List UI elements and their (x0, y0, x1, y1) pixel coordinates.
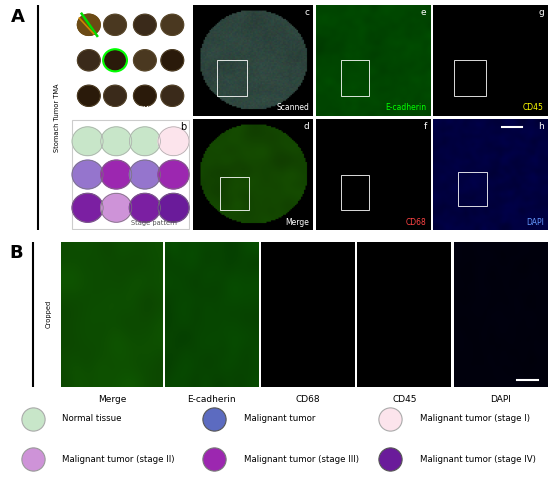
Text: Merge: Merge (98, 395, 126, 405)
Circle shape (104, 14, 126, 35)
Text: b: b (180, 122, 186, 133)
Circle shape (72, 194, 103, 222)
Circle shape (101, 194, 132, 222)
Bar (341, 175, 370, 210)
Point (28, 415, 37, 423)
Text: Cropped: Cropped (46, 300, 52, 329)
Text: CD68: CD68 (406, 218, 427, 227)
Text: a: a (180, 8, 186, 18)
Circle shape (129, 160, 161, 189)
Circle shape (78, 14, 100, 35)
Circle shape (72, 127, 103, 156)
Text: f: f (424, 122, 427, 132)
Circle shape (101, 160, 132, 189)
Text: CD68: CD68 (296, 395, 320, 405)
Circle shape (78, 50, 100, 71)
Circle shape (134, 14, 156, 35)
Text: CD45: CD45 (392, 395, 416, 405)
Circle shape (104, 85, 126, 106)
Bar (454, 60, 486, 96)
Circle shape (101, 127, 132, 156)
Circle shape (134, 85, 156, 106)
Point (210, 455, 218, 463)
Text: Scanned: Scanned (276, 104, 309, 112)
Text: c: c (304, 8, 309, 17)
Point (386, 415, 394, 423)
Text: DAPI: DAPI (490, 395, 511, 405)
Circle shape (158, 127, 189, 156)
Text: Stomach Tumor TMA: Stomach Tumor TMA (53, 83, 59, 151)
Circle shape (78, 85, 100, 106)
Text: Malignant tumor (stage I): Malignant tumor (stage I) (420, 414, 530, 424)
Circle shape (129, 127, 161, 156)
Text: Malignant tumor (stage IV): Malignant tumor (stage IV) (420, 454, 536, 464)
Bar (217, 60, 247, 96)
Text: Malignant tumor (stage II): Malignant tumor (stage II) (62, 454, 175, 464)
Circle shape (161, 14, 184, 35)
Bar (341, 60, 370, 96)
Circle shape (104, 50, 126, 71)
Text: E-cadherin: E-cadherin (188, 395, 236, 405)
Text: DAPI: DAPI (526, 218, 544, 227)
Text: g: g (538, 8, 544, 17)
Circle shape (78, 14, 100, 35)
Circle shape (158, 160, 189, 189)
Bar (219, 177, 250, 210)
Text: Malignant tumor (stage III): Malignant tumor (stage III) (244, 454, 359, 464)
Text: Malignant tumor: Malignant tumor (244, 414, 315, 424)
Circle shape (161, 85, 184, 106)
Text: A: A (10, 8, 24, 26)
Circle shape (72, 160, 103, 189)
Text: h: h (538, 122, 544, 132)
Text: E-cadherin: E-cadherin (386, 104, 427, 112)
Text: CD45: CD45 (523, 104, 544, 112)
Text: Normal tissue: Normal tissue (62, 414, 122, 424)
Point (28, 455, 37, 463)
Bar (458, 172, 487, 206)
Text: e: e (421, 8, 427, 17)
Text: Merge: Merge (285, 218, 309, 227)
Circle shape (134, 50, 156, 71)
Text: B: B (10, 244, 23, 262)
Circle shape (158, 194, 189, 222)
Point (210, 415, 218, 423)
Circle shape (129, 194, 161, 222)
Point (386, 455, 394, 463)
Text: d: d (304, 122, 309, 132)
Text: Scanned TMA: Scanned TMA (108, 106, 153, 112)
Text: Stage pattern: Stage pattern (131, 220, 178, 226)
Circle shape (161, 50, 184, 71)
